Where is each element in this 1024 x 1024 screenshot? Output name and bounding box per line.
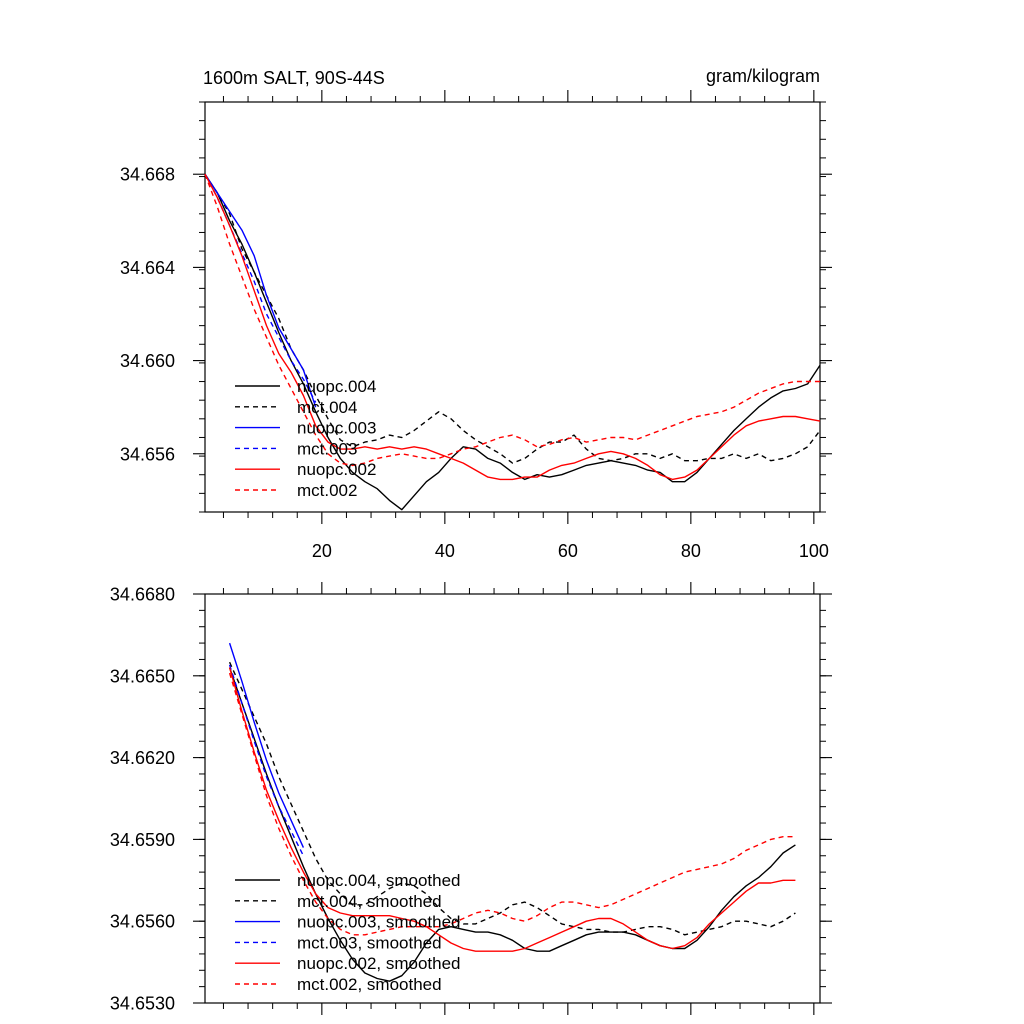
y-tick-label: 34.6560 (110, 912, 175, 932)
legend-label: nuopc.004, smoothed (297, 871, 461, 890)
series-line-mct-003-smoothed (228, 664, 305, 857)
series-line-mct-004 (204, 173, 821, 464)
series-line-mct-003 (204, 173, 317, 403)
x-tick-label: 100 (799, 541, 829, 561)
x-tick-label: 60 (558, 541, 578, 561)
bottom-panel: 34.6530 34.6560 34.6590 34.6620 34.6650 34.66… (110, 582, 832, 1015)
y-tick-label: 34.6620 (110, 748, 175, 768)
y-tick-label: 34.6590 (110, 830, 175, 850)
series-line-mct-004-smoothed (228, 661, 796, 936)
series-line-mct-002-smoothed (228, 672, 796, 936)
y-tick-label: 34.660 (120, 351, 175, 371)
plot-frame (204, 593, 821, 1004)
series-line-nuopc-002-smoothed (228, 667, 796, 952)
series-line-mct-002 (204, 173, 820, 467)
series-line-nuopc-002 (204, 173, 821, 481)
legend-label: mct.003 (297, 439, 357, 458)
x-tick-label: 40 (435, 541, 455, 561)
legend-label: mct.002 (297, 481, 357, 500)
series-line-nuopc-003-smoothed (228, 642, 305, 848)
series-line-nuopc-003 (204, 173, 317, 408)
y-tick-label: 34.668 (120, 165, 175, 185)
y-tick-label: 34.6680 (110, 585, 175, 605)
legend-label: mct.002, smoothed (297, 975, 442, 994)
legend-label: nuopc.002, smoothed (297, 954, 461, 973)
y-tick-label: 34.6530 (110, 994, 175, 1014)
top-panel: 20 40 60 80 100 34.656 34.660 34.664 34.668 nuopc… (120, 90, 832, 561)
series-line-nuopc-004 (204, 173, 821, 511)
y-tick-label: 34.656 (120, 444, 175, 464)
legend-label: mct.003, smoothed (297, 933, 442, 952)
series-line-nuopc-004-smoothed (228, 667, 796, 982)
chart-title: 1600m SALT, 90S-44S (203, 68, 385, 88)
legend-label: nuopc.002 (297, 460, 376, 479)
legend-label: nuopc.004 (297, 377, 376, 396)
legend-label: nuopc.003 (297, 419, 376, 438)
y-tick-label: 34.664 (120, 258, 175, 278)
legend-label: mct.004, smoothed (297, 892, 442, 911)
legend-label: nuopc.003, smoothed (297, 913, 461, 932)
units-label: gram/kilogram (706, 66, 820, 86)
y-tick-label: 34.6650 (110, 666, 175, 686)
x-tick-label: 20 (312, 541, 332, 561)
legend-label: mct.004 (297, 398, 357, 417)
x-tick-label: 80 (681, 541, 701, 561)
